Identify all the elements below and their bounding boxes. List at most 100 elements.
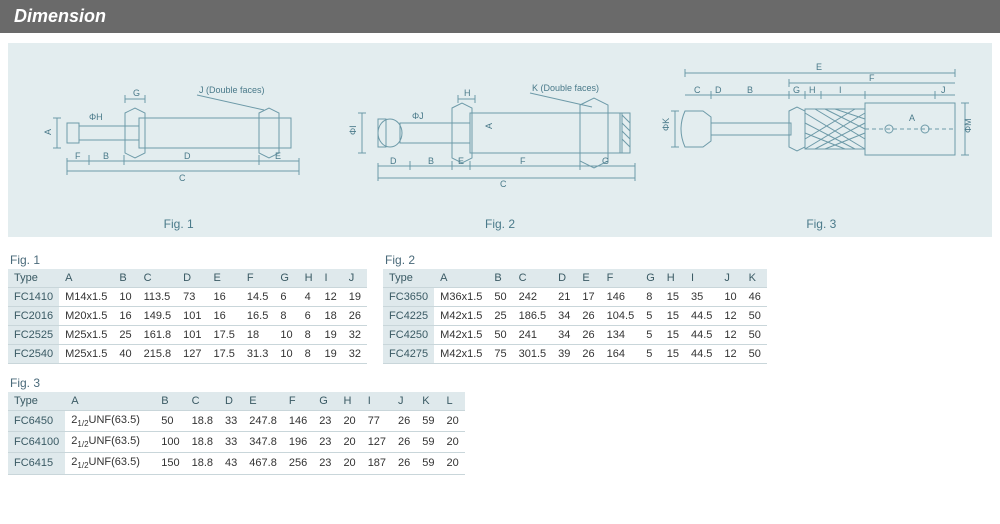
- cell: 33: [219, 432, 243, 453]
- cell: 146: [283, 411, 313, 432]
- svg-text:B: B: [747, 85, 753, 95]
- cell: FC3650: [383, 288, 434, 307]
- cell: 15: [661, 307, 685, 326]
- col-header: B: [155, 392, 185, 411]
- table-row: FC4225M42x1.525186.53426104.551544.51250: [383, 307, 767, 326]
- svg-text:H: H: [809, 85, 816, 95]
- col-header: I: [685, 269, 718, 288]
- cell: M14x1.5: [59, 288, 113, 307]
- col-header: E: [207, 269, 240, 288]
- col-header: D: [552, 269, 576, 288]
- cell: 26: [576, 307, 600, 326]
- col-header: A: [434, 269, 488, 288]
- table-row: FC641521/2UNF(63.5)15018.843467.82562320…: [8, 453, 465, 474]
- col-header: K: [416, 392, 440, 411]
- col-header: G: [640, 269, 661, 288]
- cell: 21/2UNF(63.5): [65, 432, 155, 453]
- svg-text:A: A: [909, 113, 915, 123]
- col-header: Type: [383, 269, 434, 288]
- cell: 17: [576, 288, 600, 307]
- svg-text:F: F: [869, 73, 875, 83]
- fig1-table: TypeABCDEFGHIJFC1410M14x1.510113.5731614…: [8, 269, 367, 364]
- cell: 18.8: [186, 411, 219, 432]
- cell: 10: [274, 345, 298, 364]
- cell: 12: [319, 288, 343, 307]
- cell: 146: [601, 288, 641, 307]
- col-header: E: [243, 392, 283, 411]
- cell: 241: [513, 326, 553, 345]
- cell: FC4275: [383, 345, 434, 364]
- cell: FC4225: [383, 307, 434, 326]
- svg-text:I: I: [839, 85, 842, 95]
- cell: 19: [319, 345, 343, 364]
- fig2-table-group: Fig. 2 TypeABCDEFGHIJKFC3650M36x1.550242…: [383, 251, 767, 364]
- col-header: C: [138, 269, 178, 288]
- svg-text:B: B: [428, 156, 434, 166]
- svg-text:C: C: [179, 173, 186, 183]
- cell: M25x1.5: [59, 326, 113, 345]
- cell: 40: [113, 345, 137, 364]
- svg-text:G: G: [133, 88, 140, 98]
- col-header: E: [576, 269, 600, 288]
- fig2-helper-label: K (Double faces): [532, 83, 599, 93]
- cell: 347.8: [243, 432, 283, 453]
- cell: 16: [207, 307, 240, 326]
- col-header: H: [337, 392, 361, 411]
- svg-text:H: H: [464, 88, 471, 98]
- col-header: J: [343, 269, 367, 288]
- table-row: FC2540M25x1.540215.812717.531.31081932: [8, 345, 367, 364]
- cell: 8: [640, 288, 661, 307]
- cell: 50: [743, 345, 767, 364]
- section-title: Dimension: [14, 6, 106, 26]
- col-header: H: [299, 269, 319, 288]
- col-header: B: [113, 269, 137, 288]
- cell: 25: [113, 326, 137, 345]
- cell: 75: [488, 345, 512, 364]
- cell: 33: [219, 411, 243, 432]
- cell: 26: [392, 411, 416, 432]
- cell: 301.5: [513, 345, 553, 364]
- cell: 20: [441, 411, 465, 432]
- svg-text:ΦH: ΦH: [89, 112, 103, 122]
- col-header: D: [177, 269, 207, 288]
- cell: M42x1.5: [434, 307, 488, 326]
- fig1-helper-label: J (Double faces): [199, 85, 265, 95]
- fig3-table: TypeABCDEFGHIJKLFC645021/2UNF(63.5)5018.…: [8, 392, 465, 475]
- cell: 12: [718, 307, 742, 326]
- cell: 16: [113, 307, 137, 326]
- cell: 20: [441, 432, 465, 453]
- cell: 18.8: [186, 453, 219, 474]
- cell: 26: [392, 432, 416, 453]
- cell: 26: [343, 307, 367, 326]
- cell: 12: [718, 345, 742, 364]
- cell: 34: [552, 326, 576, 345]
- svg-text:ΦM: ΦM: [963, 118, 973, 133]
- fig2-table: TypeABCDEFGHIJKFC3650M36x1.5502422117146…: [383, 269, 767, 364]
- svg-text:C: C: [500, 179, 507, 189]
- svg-text:A: A: [484, 123, 494, 129]
- section-header: Dimension: [0, 0, 1000, 33]
- cell: M36x1.5: [434, 288, 488, 307]
- cell: 4: [299, 288, 319, 307]
- cell: 18: [319, 307, 343, 326]
- cell: 25: [488, 307, 512, 326]
- cell: 164: [601, 345, 641, 364]
- cell: 5: [640, 326, 661, 345]
- cell: 50: [743, 307, 767, 326]
- cell: 26: [392, 453, 416, 474]
- cell: 50: [488, 326, 512, 345]
- cell: 50: [155, 411, 185, 432]
- cell: 18.8: [186, 432, 219, 453]
- col-header: Type: [8, 269, 59, 288]
- cell: 20: [337, 432, 361, 453]
- svg-text:J: J: [941, 85, 946, 95]
- col-header: L: [441, 392, 465, 411]
- cell: 17.5: [207, 326, 240, 345]
- cell: M42x1.5: [434, 326, 488, 345]
- cell: 215.8: [138, 345, 178, 364]
- cell: 26: [576, 345, 600, 364]
- svg-text:ΦK: ΦK: [661, 118, 671, 131]
- fig2-caption: Fig. 2: [339, 217, 660, 231]
- col-header: Type: [8, 392, 65, 411]
- cell: 19: [319, 326, 343, 345]
